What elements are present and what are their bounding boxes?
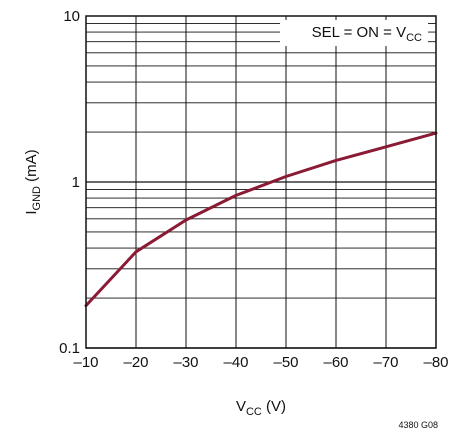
- x-axis-title: VCC (V): [236, 398, 286, 418]
- plot-border: [85, 15, 437, 349]
- figure-id: 4380 G08: [398, 420, 438, 430]
- x-tick-label: –80: [423, 354, 448, 371]
- grid: [85, 16, 437, 349]
- y-tick-labels: 10 1 0.1: [59, 8, 80, 357]
- x-axis-title-suffix: (V): [262, 398, 286, 415]
- x-tick-label: –10: [73, 354, 98, 371]
- y-axis-title-suffix: (mA): [23, 149, 40, 186]
- y-tick-label: 1: [72, 174, 80, 191]
- y-axis-title-sub: GND: [31, 186, 43, 211]
- annotation-main: SEL = ON = V: [312, 24, 407, 41]
- x-tick-label: –20: [123, 354, 148, 371]
- x-axis-title-main: V: [236, 398, 246, 415]
- x-tick-label: –30: [173, 354, 198, 371]
- annotation-sub: CC: [406, 32, 422, 44]
- y-tick-label: 10: [63, 8, 80, 25]
- x-tick-label: –50: [273, 354, 298, 371]
- annotation-box: [280, 20, 428, 46]
- y-axis-title: IGND (mA): [23, 149, 43, 214]
- y-axis-title-main: I: [23, 210, 40, 214]
- annotation: SEL = ON = VCC: [312, 24, 422, 44]
- y-tick-label: 0.1: [59, 340, 80, 357]
- x-tick-label: –40: [223, 354, 248, 371]
- x-axis-title-sub: CC: [246, 406, 262, 418]
- x-tick-label: –60: [323, 354, 348, 371]
- series-line: [84, 131, 438, 308]
- x-tick-label: –70: [373, 354, 398, 371]
- x-tick-labels: –10 –20 –30 –40 –50 –60 –70 –80: [73, 354, 448, 371]
